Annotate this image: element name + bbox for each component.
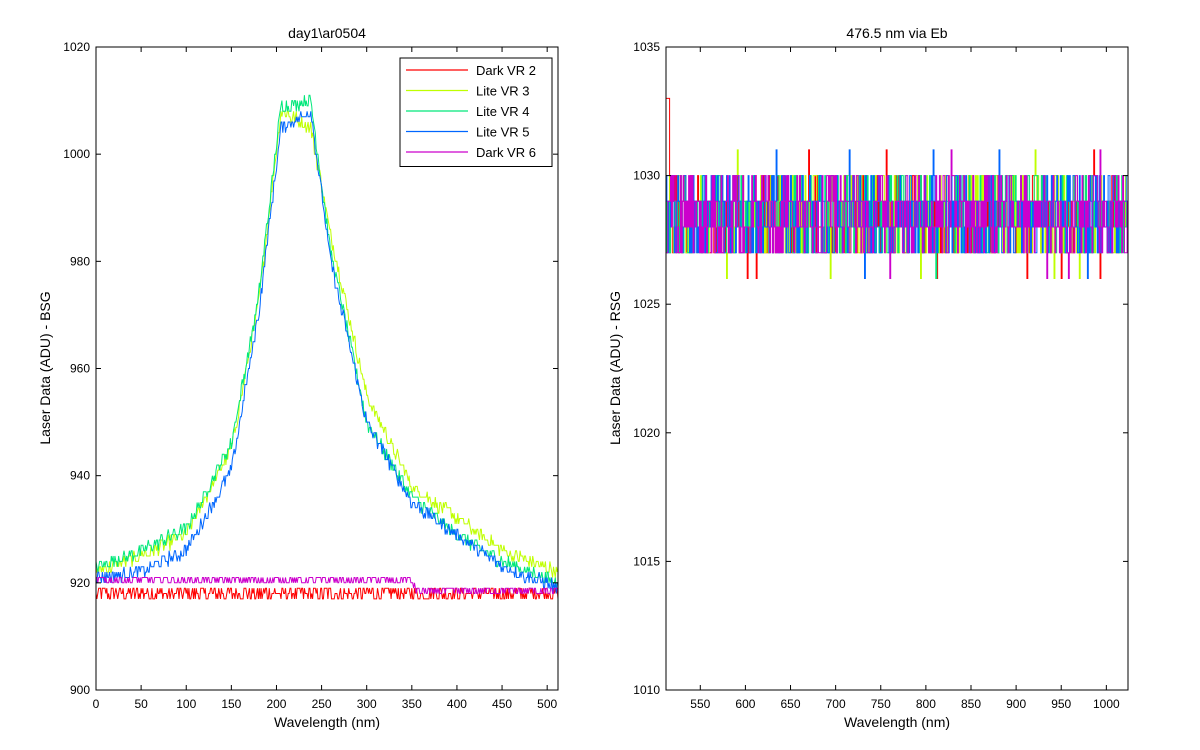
series-line-4: [665, 149, 1129, 279]
x-tick-label: 100: [176, 697, 196, 711]
right-series-group: [665, 97, 1129, 279]
x-tick-label: 550: [690, 697, 710, 711]
y-tick-label: 1020: [63, 40, 90, 54]
x-tick-label: 700: [826, 697, 846, 711]
x-tick-label: 650: [781, 697, 801, 711]
x-tick-label: 350: [402, 697, 422, 711]
x-tick-label: 900: [1006, 697, 1026, 711]
x-tick-label: 600: [735, 697, 755, 711]
legend-box: [399, 57, 553, 167]
x-tick-label: 300: [357, 697, 377, 711]
y-tick-label: 900: [70, 683, 90, 697]
left-chart: 0 50 100 150 200 250 300 350 400 450 500 900 920 940 9…: [37, 25, 559, 730]
x-tick-label: 0: [93, 697, 100, 711]
y-tick-label: 1035: [633, 40, 660, 54]
x-tick-label: 150: [221, 697, 241, 711]
right-plot-area: [666, 47, 1128, 690]
x-tick-label: 750: [871, 697, 891, 711]
x-tick-label: 1000: [1093, 697, 1120, 711]
y-tick-label: 1015: [633, 554, 660, 568]
legend-entry: Lite VR 3: [476, 84, 529, 99]
legend-entry: Lite VR 4: [476, 104, 529, 119]
x-tick-label: 250: [312, 697, 332, 711]
left-y-axis-label: Laser Data (ADU) - BSG: [37, 291, 53, 444]
x-tick-label: 800: [916, 697, 936, 711]
right-plot-frame: [665, 46, 1129, 691]
legend-entry: Lite VR 5: [476, 125, 529, 140]
x-tick-label: 850: [961, 697, 981, 711]
left-ticks: 0 50 100 150 200 250 300 350 400 450 500 900 920 940 9…: [63, 40, 558, 711]
x-tick-label: 50: [134, 697, 148, 711]
y-tick-label: 1025: [633, 297, 660, 311]
x-tick-label: 400: [447, 697, 467, 711]
left-x-axis-label: Wavelength (nm): [274, 714, 380, 730]
left-series-group: [95, 94, 559, 600]
left-chart-title: day1\ar0504: [288, 25, 366, 41]
y-tick-label: 920: [70, 576, 90, 590]
y-tick-label: 1010: [633, 683, 660, 697]
right-x-axis-label: Wavelength (nm): [844, 714, 950, 730]
series-line-1: [95, 110, 559, 578]
y-tick-label: 940: [70, 469, 90, 483]
x-tick-label: 450: [492, 697, 512, 711]
y-tick-label: 1030: [633, 169, 660, 183]
y-tick-label: 1000: [63, 147, 90, 161]
y-tick-label: 960: [70, 362, 90, 376]
y-tick-label: 980: [70, 254, 90, 268]
series-line-4: [96, 577, 559, 594]
right-chart: 550 600 650 700 750 800 850 900 950 1000 1010 1015 1…: [607, 25, 1129, 730]
series-line-3: [96, 111, 558, 594]
y-tick-label: 1020: [633, 426, 660, 440]
legend-entry: Dark VR 2: [476, 63, 536, 78]
series-line-0: [95, 587, 559, 600]
x-tick-label: 500: [537, 697, 557, 711]
legend-entry: Dark VR 6: [476, 145, 536, 160]
right-chart-title: 476.5 nm via Eb: [846, 25, 947, 41]
right-ticks: 550 600 650 700 750 800 850 900 950 1000 1010 1015 1…: [633, 40, 1128, 711]
x-tick-label: 200: [266, 697, 286, 711]
legend: Dark VR 2 Lite VR 3 Lite VR 4 Lite VR 5 Dark…: [399, 57, 553, 167]
x-tick-label: 950: [1051, 697, 1071, 711]
right-y-axis-label: Laser Data (ADU) - RSG: [607, 291, 623, 445]
